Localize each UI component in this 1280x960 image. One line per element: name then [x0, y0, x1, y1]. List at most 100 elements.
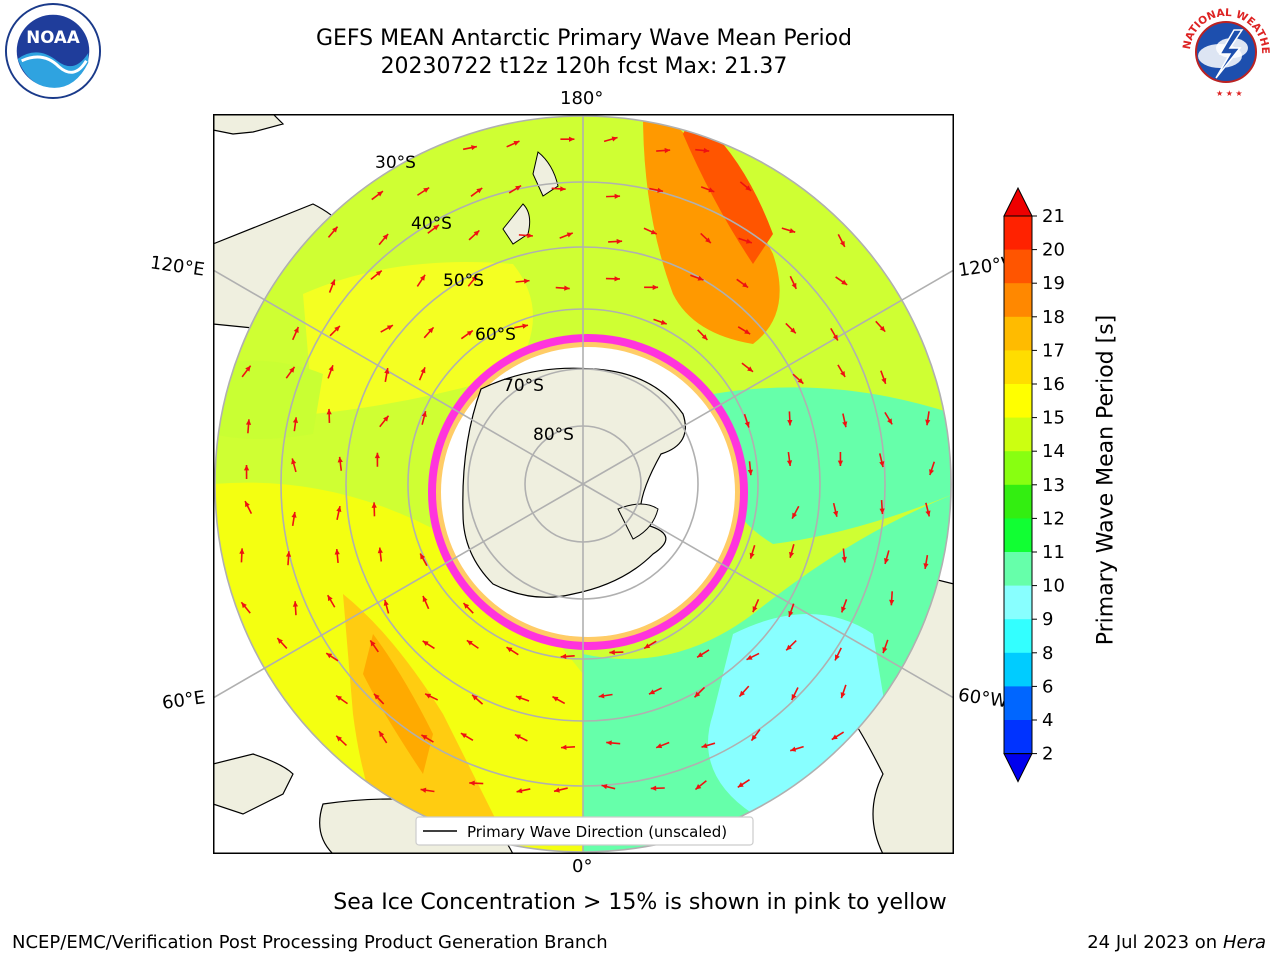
wave-arrow [336, 505, 342, 520]
wave-arrow [378, 233, 389, 246]
chart-title: GEFS MEAN Antarctic Primary Wave Mean Pe… [315, 26, 853, 51]
wave-arrow [335, 735, 347, 747]
wave-arrow [643, 227, 658, 235]
noaa-logo-text: NOAA [26, 28, 80, 47]
wave-arrow [608, 238, 623, 245]
wave-arrow [419, 553, 428, 567]
wave-arrow [789, 745, 804, 752]
lon-label-60e: 60°E [160, 687, 207, 714]
wave-arrow [427, 224, 440, 234]
wave-arrow [460, 732, 474, 742]
wave-arrow [749, 545, 756, 559]
wave-arrow [420, 787, 435, 793]
wave-arrow [508, 184, 522, 194]
wave-direction-arrows [239, 136, 936, 841]
wave-arrow [422, 640, 435, 650]
wave-arrow [925, 502, 931, 517]
wave-arrow [462, 602, 474, 614]
wave-arrow [601, 784, 616, 790]
wave-arrow [418, 367, 426, 381]
wave-arrow [423, 326, 435, 339]
wave-arrow [837, 452, 844, 467]
sea-ice-caption: Sea Ice Concentration > 15% is shown in … [333, 890, 947, 915]
colorbar-tick-label: 2 [1042, 744, 1053, 765]
colorbar-tick-label: 18 [1042, 307, 1065, 328]
wave-arrow [643, 640, 657, 650]
wave-arrow [650, 785, 665, 791]
wave-arrow [879, 500, 885, 515]
colorbar-band [1004, 585, 1032, 620]
wave-arrow [700, 232, 712, 244]
wave-arrow [830, 327, 839, 341]
wave-arrow [831, 731, 845, 741]
wave-arrow [842, 413, 848, 428]
wave-arrow [786, 451, 793, 467]
colorbar-tick-label: 19 [1042, 273, 1065, 294]
wave-arrow [518, 232, 533, 239]
wave-arrow [737, 779, 750, 788]
colorbar-tick-label: 20 [1042, 240, 1065, 261]
wave-arrow [245, 419, 252, 434]
wave-arrow [655, 741, 670, 749]
wave-arrow [603, 136, 618, 143]
wave-arrow [923, 554, 929, 570]
land-new-zealand [502, 151, 559, 245]
wave-arrow [292, 417, 299, 432]
wave-arrow [371, 190, 384, 201]
wave-arrow [738, 685, 750, 698]
wave-arrow [606, 740, 621, 746]
wave-arrow [291, 326, 300, 341]
wave-arrow [285, 551, 292, 566]
wave-arrow [653, 318, 667, 325]
wave-arrow [695, 147, 710, 154]
polar-map: 30°S 40°S 50°S 60°S 70°S 80°S Primary Wa… [213, 114, 954, 854]
wave-arrow [834, 647, 842, 661]
wave-arrow [373, 693, 385, 705]
wave-arrow [325, 652, 339, 662]
wave-arrow [334, 548, 340, 564]
wave-arrow [466, 639, 479, 649]
wave-arrow [462, 145, 478, 151]
colorbar-band [1004, 350, 1032, 385]
wave-arrow [741, 362, 754, 373]
colorbar-tick-label: 12 [1042, 508, 1065, 529]
wave-arrow [416, 274, 426, 287]
wave-arrow [929, 461, 936, 476]
wave-arrow [878, 453, 885, 468]
wave-arrow [327, 364, 334, 379]
lon-label-0: 0° [572, 856, 593, 877]
legend-label: Primary Wave Direction (unscaled) [467, 823, 727, 841]
wave-arrow [560, 653, 575, 660]
colorbar-tick-label: 13 [1042, 475, 1065, 496]
colorbar-tick-label: 17 [1042, 340, 1065, 361]
colorbar-band [1004, 619, 1032, 654]
colorbar-tick-label: 6 [1042, 676, 1053, 697]
colorbar-band [1004, 316, 1032, 351]
colorbar-tick-label: 8 [1042, 643, 1053, 664]
map-legend: Primary Wave Direction (unscaled) [415, 816, 754, 846]
wave-arrow [326, 594, 336, 608]
wave-arrow [468, 229, 480, 241]
wave-arrow [743, 413, 750, 428]
colorbar-label: Primary Wave Mean Period [s] [1093, 314, 1119, 646]
wave-arrow [598, 693, 613, 699]
lon-label-180: 180° [560, 88, 604, 109]
colorbar-tick-label: 14 [1042, 441, 1065, 462]
wave-arrow [291, 511, 297, 526]
colorbar-band [1004, 652, 1032, 687]
wave-arrow [378, 730, 388, 744]
wave-arrow [837, 234, 846, 248]
wave-arrow [292, 601, 299, 616]
wave-arrow [884, 550, 890, 565]
wave-arrow [788, 603, 795, 618]
wave-arrow [328, 279, 336, 293]
wave-arrow [790, 687, 799, 701]
colorbar-tick-label: 11 [1042, 542, 1065, 563]
wave-arrow [329, 325, 341, 337]
wave-arrow [421, 734, 434, 743]
wave-arrow [747, 461, 753, 476]
wave-arrow [609, 649, 624, 655]
wave-arrow [241, 365, 252, 378]
wave-arrow [291, 458, 297, 473]
colorbar-band [1004, 249, 1032, 284]
